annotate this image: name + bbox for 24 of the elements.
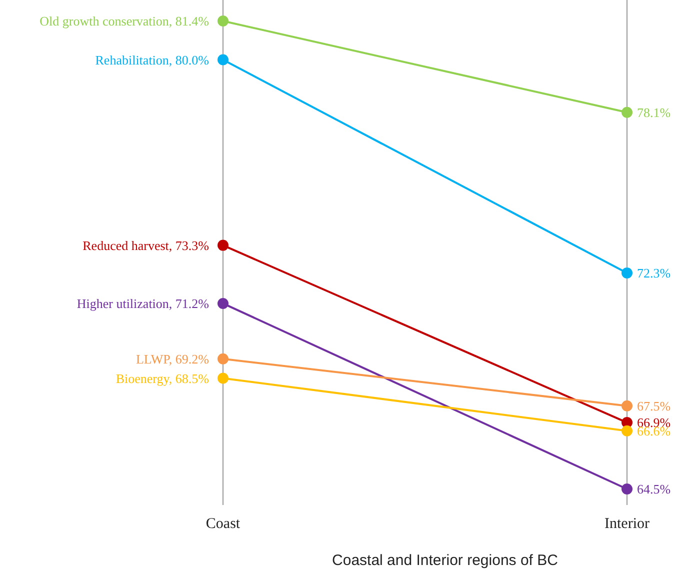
point [218, 16, 228, 26]
point [622, 268, 632, 278]
text: Bioenergy, 68.5% [116, 370, 209, 386]
point [622, 400, 632, 412]
point [622, 484, 632, 494]
point [622, 425, 632, 436]
point [218, 298, 228, 309]
point [218, 353, 228, 364]
text: Old growth conservation, 81.4% [40, 14, 209, 29]
text: Higher utilization, 71.2% [76, 296, 209, 312]
x-tick-label: Coast [206, 516, 241, 532]
point [218, 372, 228, 384]
data-label: 78.1% [637, 104, 671, 120]
text: Rehabilitation, 80.0% [95, 52, 209, 68]
point [622, 106, 632, 118]
text: LLWP, 69.2% [136, 351, 209, 366]
point [218, 54, 228, 66]
data-label: 64.5% [637, 482, 671, 497]
x-axis-title: Coastal and Interior regions of BC [332, 552, 558, 569]
point [218, 240, 228, 251]
text: Reduced harvest, 73.3% [82, 238, 209, 253]
data-label: 72.3% [637, 266, 671, 281]
data-label: 67.5% [637, 398, 671, 414]
x-tick-label: Interior [604, 516, 650, 532]
